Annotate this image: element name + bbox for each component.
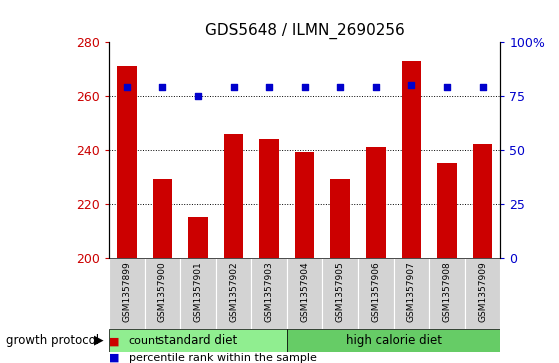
Bar	[465, 258, 500, 329]
Text: GSM1357905: GSM1357905	[336, 261, 345, 322]
Title: GDS5648 / ILMN_2690256: GDS5648 / ILMN_2690256	[205, 23, 405, 39]
Bar	[401, 61, 421, 258]
Point	[407, 82, 416, 88]
Text: high calorie diet: high calorie diet	[345, 334, 442, 347]
Bar	[437, 163, 457, 258]
Text: GSM1357904: GSM1357904	[300, 261, 309, 322]
Bar	[323, 258, 358, 329]
Bar	[117, 66, 136, 258]
Bar	[429, 258, 465, 329]
Point	[122, 84, 131, 90]
Text: standard diet: standard diet	[158, 334, 238, 347]
Bar	[216, 258, 252, 329]
Bar	[473, 144, 492, 258]
Point	[336, 84, 345, 90]
Point	[158, 84, 167, 90]
Text: GSM1357900: GSM1357900	[158, 261, 167, 322]
Point	[193, 93, 202, 99]
Bar	[287, 329, 500, 352]
Bar	[295, 152, 315, 258]
Text: GSM1357906: GSM1357906	[371, 261, 380, 322]
Bar	[153, 179, 172, 258]
Text: GSM1357899: GSM1357899	[122, 261, 131, 322]
Bar	[358, 258, 394, 329]
Text: percentile rank within the sample: percentile rank within the sample	[129, 352, 316, 363]
Bar	[145, 258, 180, 329]
Bar	[259, 139, 279, 258]
Bar	[109, 329, 287, 352]
Bar	[180, 258, 216, 329]
Bar	[394, 258, 429, 329]
Text: GSM1357909: GSM1357909	[478, 261, 487, 322]
Text: GSM1357903: GSM1357903	[264, 261, 273, 322]
Text: count: count	[129, 336, 160, 346]
Point	[478, 84, 487, 90]
Point	[371, 84, 380, 90]
Text: GSM1357901: GSM1357901	[193, 261, 202, 322]
Bar	[287, 258, 323, 329]
Bar	[109, 258, 145, 329]
Text: GSM1357908: GSM1357908	[442, 261, 452, 322]
Text: GSM1357902: GSM1357902	[229, 261, 238, 322]
Bar	[224, 134, 243, 258]
Text: GSM1357907: GSM1357907	[407, 261, 416, 322]
Point	[300, 84, 309, 90]
Point	[264, 84, 273, 90]
Point	[229, 84, 238, 90]
Bar	[188, 217, 208, 258]
Bar	[330, 179, 350, 258]
Text: growth protocol: growth protocol	[6, 334, 99, 347]
Text: ▶: ▶	[94, 334, 103, 347]
Text: ■: ■	[109, 352, 120, 363]
Text: ■: ■	[109, 336, 120, 346]
Point	[443, 84, 452, 90]
Bar	[252, 258, 287, 329]
Bar	[366, 147, 386, 258]
